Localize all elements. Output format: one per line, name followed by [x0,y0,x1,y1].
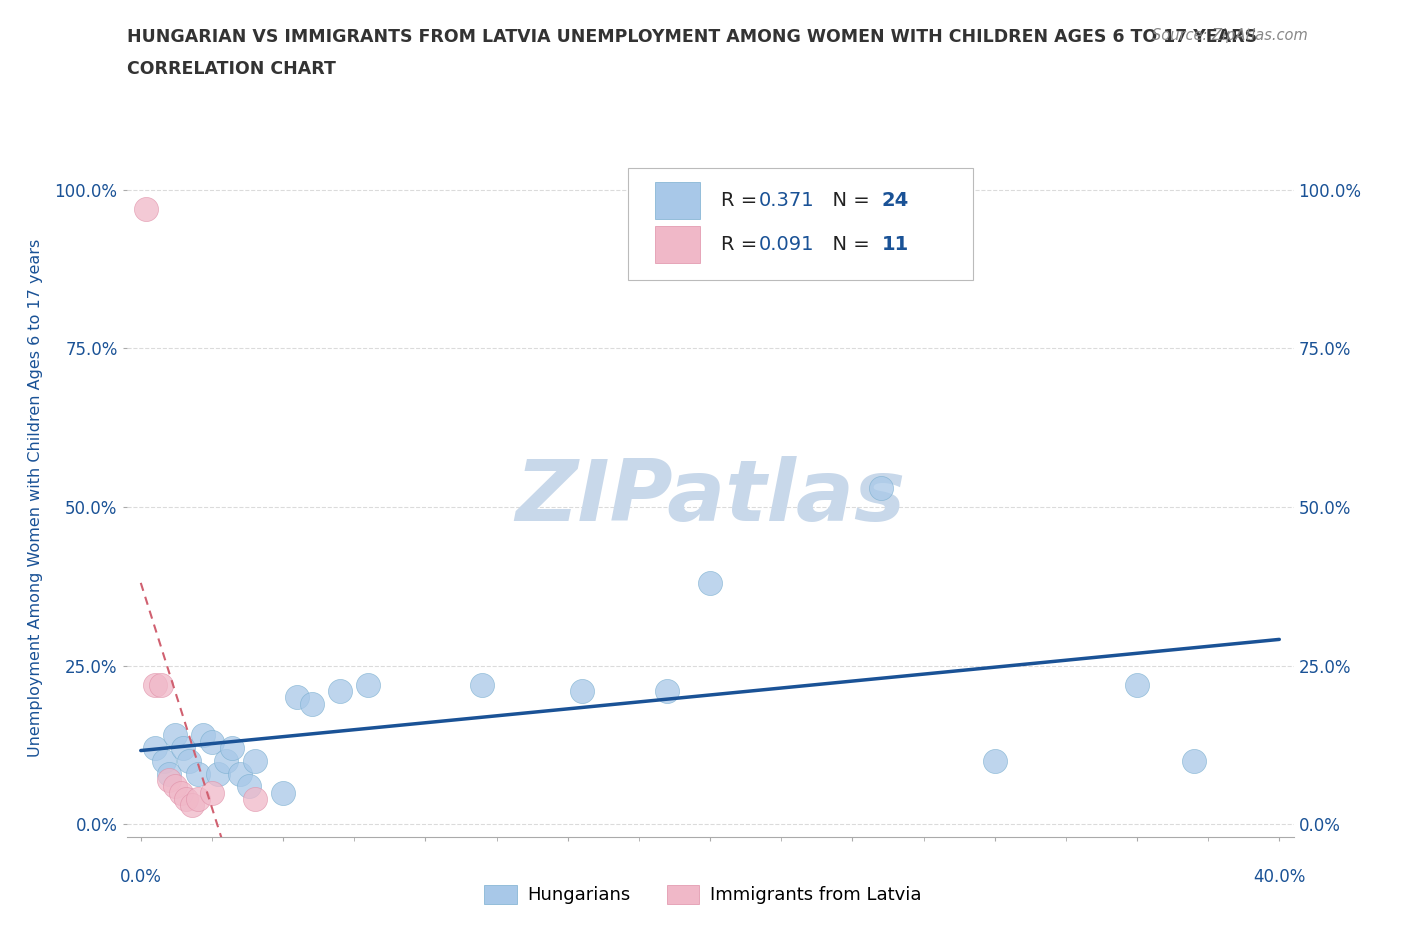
Point [869,481,891,496]
Point [983,753,1005,768]
Text: N =: N = [820,191,876,210]
Text: HUNGARIAN VS IMMIGRANTS FROM LATVIA UNEMPLOYMENT AMONG WOMEN WITH CHILDREN AGES : HUNGARIAN VS IMMIGRANTS FROM LATVIA UNEM… [127,28,1257,46]
Point [135,202,157,217]
Text: N =: N = [820,235,876,254]
Point [571,684,593,698]
Legend: Hungarians, Immigrants from Latvia: Hungarians, Immigrants from Latvia [477,878,929,911]
Text: 0.371: 0.371 [759,191,814,210]
Point [221,740,243,755]
Point [238,778,260,793]
Point [169,785,191,800]
Point [657,684,679,698]
Y-axis label: Unemployment Among Women with Children Ages 6 to 17 years: Unemployment Among Women with Children A… [28,238,44,757]
Point [1126,677,1149,692]
Point [243,791,266,806]
Text: 40.0%: 40.0% [1253,868,1306,885]
Point [471,677,494,692]
Point [163,728,186,743]
Point [357,677,380,692]
Text: 11: 11 [882,235,908,254]
Point [301,697,323,711]
Text: ZIPatlas: ZIPatlas [515,456,905,539]
Point [172,740,194,755]
FancyBboxPatch shape [655,182,700,219]
Point [176,791,198,806]
FancyBboxPatch shape [628,168,973,280]
FancyBboxPatch shape [655,226,700,263]
Text: R =: R = [720,191,763,210]
Point [149,677,172,692]
Point [699,576,721,591]
Point [329,684,352,698]
Point [157,773,180,788]
Point [143,677,166,692]
Point [187,766,209,781]
Point [143,740,166,755]
Point [201,785,224,800]
Text: 0.091: 0.091 [759,235,814,254]
Point [193,728,215,743]
Text: R =: R = [720,235,763,254]
Text: CORRELATION CHART: CORRELATION CHART [127,60,336,78]
Point [201,735,224,750]
Text: 24: 24 [882,191,908,210]
Point [207,766,229,781]
Point [157,766,180,781]
Point [187,791,209,806]
Point [179,753,201,768]
Point [229,766,252,781]
Point [243,753,266,768]
Point [1182,753,1205,768]
Text: 0.0%: 0.0% [120,868,162,885]
Point [152,753,174,768]
Point [181,798,204,813]
Point [163,778,186,793]
Text: Source: ZipAtlas.com: Source: ZipAtlas.com [1152,28,1308,43]
Point [215,753,238,768]
Point [285,690,308,705]
Point [271,785,294,800]
